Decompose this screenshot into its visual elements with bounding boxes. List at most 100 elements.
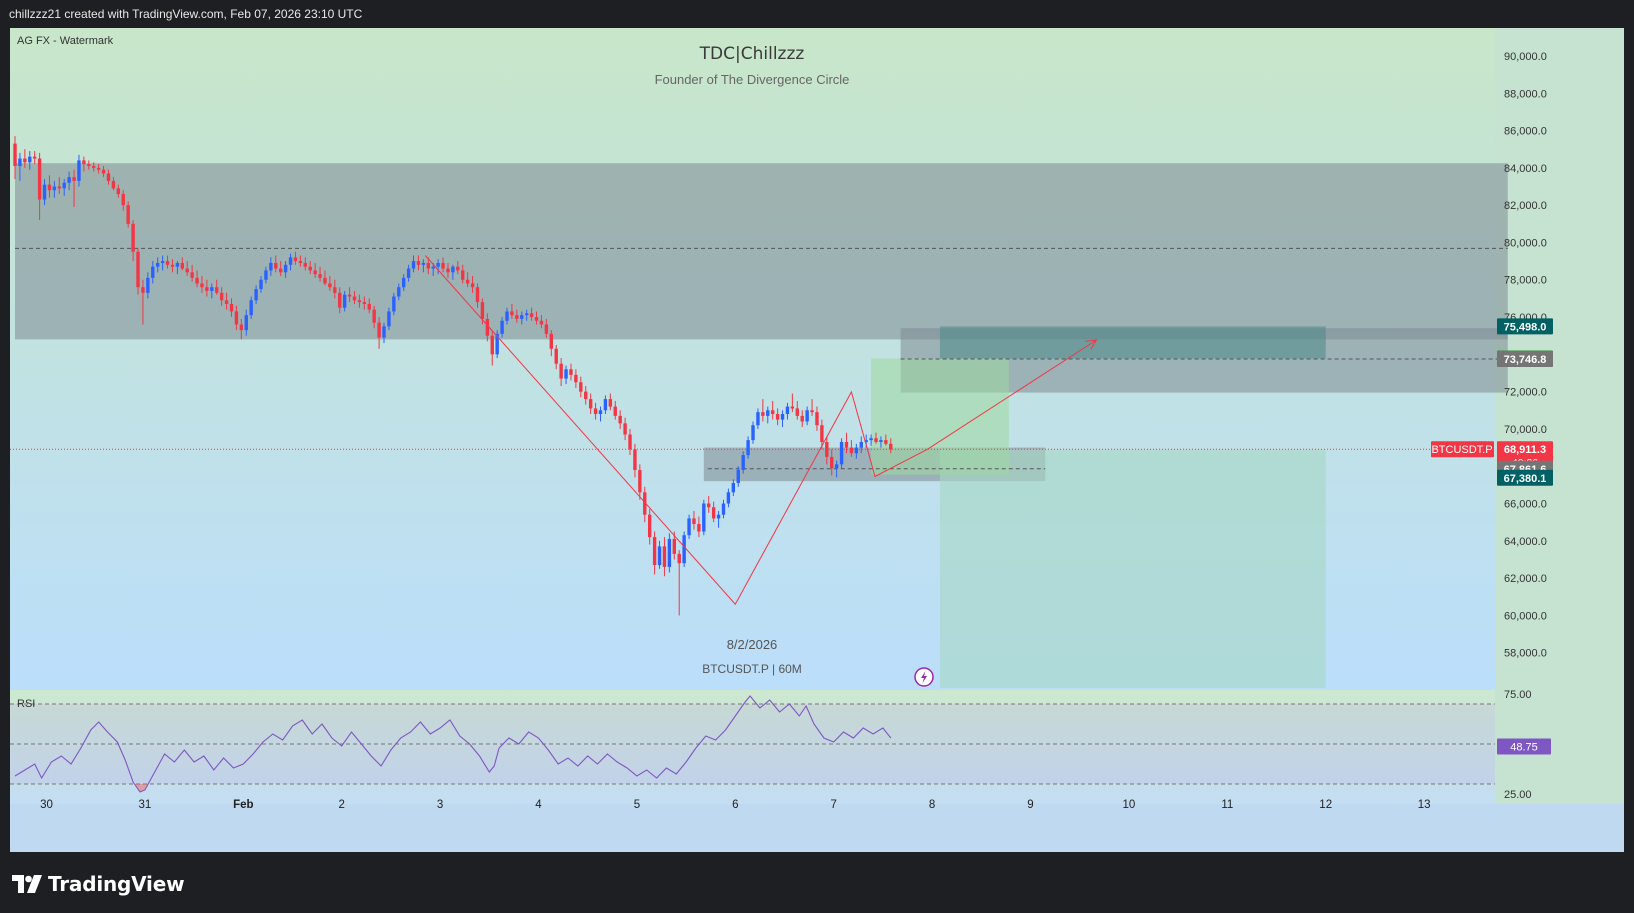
candle[interactable] [500, 317, 504, 338]
candle[interactable] [677, 550, 681, 616]
candle[interactable] [401, 274, 406, 291]
candle[interactable] [274, 255, 278, 273]
candle[interactable] [288, 253, 293, 271]
candle[interactable] [859, 436, 863, 454]
candle[interactable] [465, 272, 470, 288]
candle[interactable] [136, 248, 140, 295]
candle[interactable] [234, 305, 239, 331]
candle[interactable] [761, 399, 765, 422]
candle[interactable] [175, 261, 180, 275]
candle[interactable] [608, 393, 613, 411]
candle[interactable] [165, 255, 170, 269]
candle[interactable] [770, 400, 775, 420]
candle[interactable] [32, 151, 37, 165]
candle[interactable] [790, 393, 795, 413]
candle[interactable] [475, 283, 480, 308]
tradingview-footer[interactable]: TradingView [12, 870, 185, 898]
candle[interactable] [392, 292, 396, 316]
candle[interactable] [775, 408, 780, 426]
candle[interactable] [574, 369, 578, 388]
chart-frame[interactable]: 75.00 25.00 48.75 90,000.0 88,000.0 86,000.0… [10, 28, 1624, 852]
candle[interactable] [82, 156, 86, 172]
candle[interactable] [357, 294, 362, 308]
candle[interactable] [333, 279, 337, 299]
candle[interactable] [456, 261, 460, 275]
candle[interactable] [667, 533, 672, 573]
candle[interactable] [623, 417, 627, 441]
candle[interactable] [461, 264, 465, 284]
candle[interactable] [92, 162, 96, 172]
candle[interactable] [874, 432, 878, 444]
candle[interactable] [441, 257, 445, 273]
candle[interactable] [628, 428, 632, 456]
candle[interactable] [820, 419, 824, 450]
candle[interactable] [613, 400, 617, 420]
candle[interactable] [210, 283, 214, 299]
candle[interactable] [436, 259, 440, 275]
candle[interactable] [451, 264, 455, 280]
candle[interactable] [825, 436, 829, 465]
candle[interactable] [180, 257, 184, 271]
candle[interactable] [67, 171, 71, 191]
candle[interactable] [707, 496, 711, 513]
candle[interactable] [411, 255, 416, 273]
candle[interactable] [736, 466, 740, 487]
position-stop-area[interactable] [939, 449, 1326, 689]
candle[interactable] [160, 255, 165, 271]
candle[interactable] [495, 330, 499, 359]
candle[interactable] [195, 270, 199, 288]
candle[interactable] [96, 164, 101, 174]
candle[interactable] [170, 259, 175, 273]
candle[interactable] [101, 165, 106, 178]
candle[interactable] [338, 287, 342, 314]
candle[interactable] [869, 434, 873, 446]
candle[interactable] [62, 179, 66, 196]
candle[interactable] [844, 432, 849, 454]
candle[interactable] [308, 261, 312, 275]
candle[interactable] [397, 283, 401, 301]
candle[interactable] [721, 499, 726, 519]
candle[interactable] [598, 406, 603, 422]
candle[interactable] [702, 499, 706, 536]
candle[interactable] [795, 400, 799, 420]
candle[interactable] [23, 149, 27, 168]
candle[interactable] [219, 287, 224, 306]
candle[interactable] [505, 307, 509, 325]
candle[interactable] [111, 177, 116, 191]
candle[interactable] [470, 276, 475, 293]
candle[interactable] [244, 309, 248, 336]
candle[interactable] [834, 460, 839, 478]
candle[interactable] [426, 257, 430, 275]
candle[interactable] [687, 514, 691, 539]
candle[interactable] [347, 287, 352, 303]
position-target-area[interactable] [939, 326, 1326, 359]
candle[interactable] [652, 531, 657, 575]
rsi-line[interactable] [14, 695, 892, 793]
symbol-price-badge[interactable]: BTCUSDT.P [1431, 441, 1494, 458]
candle[interactable] [554, 345, 558, 370]
candle[interactable] [72, 169, 76, 208]
candle[interactable] [446, 262, 450, 278]
candle[interactable] [524, 309, 529, 321]
candle[interactable] [259, 276, 263, 293]
candle[interactable] [37, 152, 42, 221]
candle[interactable] [352, 290, 357, 304]
candle[interactable] [544, 318, 549, 338]
supply-demand-zone-0[interactable] [15, 163, 1508, 340]
candle[interactable] [200, 276, 204, 293]
candle[interactable] [362, 296, 367, 310]
candle[interactable] [249, 296, 253, 319]
candle[interactable] [323, 270, 327, 286]
candle[interactable] [293, 251, 298, 265]
candle[interactable] [283, 261, 288, 278]
candle[interactable] [588, 393, 593, 415]
candle[interactable] [52, 180, 57, 198]
candle[interactable] [215, 279, 219, 295]
candle[interactable] [131, 220, 135, 262]
candle[interactable] [879, 436, 883, 448]
candle[interactable] [190, 264, 194, 282]
candle[interactable] [766, 406, 770, 424]
candle[interactable] [328, 276, 332, 291]
candle[interactable] [406, 264, 411, 282]
candle[interactable] [264, 266, 268, 284]
